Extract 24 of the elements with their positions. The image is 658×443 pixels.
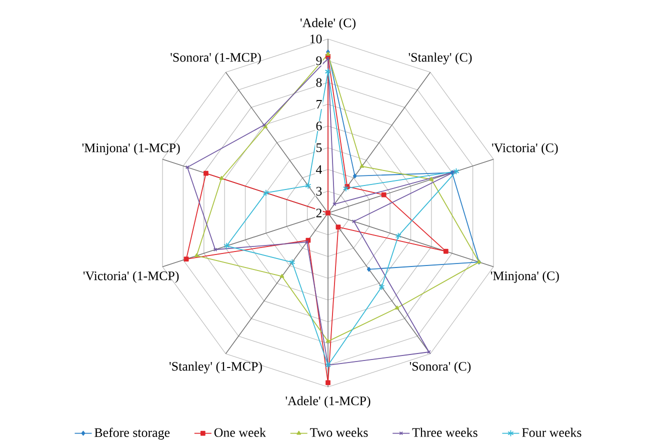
spoke-label: 'Victoria' (1-MCP) [83, 271, 179, 283]
legend-label: One week [214, 428, 266, 437]
spoke-label: 'Sonora' (1-MCP) [170, 52, 261, 64]
y-tick-label: 9 [316, 56, 322, 66]
spoke-label: 'Stanley' (1-MCP) [170, 362, 262, 374]
legend-label: Two weeks [310, 428, 368, 437]
y-tick-label: 6 [316, 122, 322, 130]
spoke-label: 'Stanley' (C) [408, 52, 472, 64]
spoke-label: 'Sonora' (C) [410, 362, 471, 374]
y-tick-label: 10 [310, 34, 322, 44]
legend-label: Before storage [94, 428, 170, 440]
spoke-label: 'Minjona' (1-MCP) [82, 143, 180, 155]
spoke-label: 'Adele' (C) [300, 18, 356, 30]
legend-label: Three weeks [412, 428, 478, 437]
spoke-label: 'Minjona' (C) [490, 271, 559, 283]
legend-label: Four weeks [522, 428, 582, 437]
y-tick-label: 7 [316, 100, 322, 108]
y-tick-label: 8 [316, 78, 322, 87]
y-tick-label: 2 [316, 208, 322, 218]
y-tick-label: 3 [316, 186, 322, 196]
spoke-label: 'Adele' (1-MCP) [286, 396, 370, 408]
y-tick-label: 5 [316, 143, 322, 152]
y-tick-label: 4 [316, 165, 322, 174]
spoke-label: 'Victoria' (C) [492, 143, 558, 155]
